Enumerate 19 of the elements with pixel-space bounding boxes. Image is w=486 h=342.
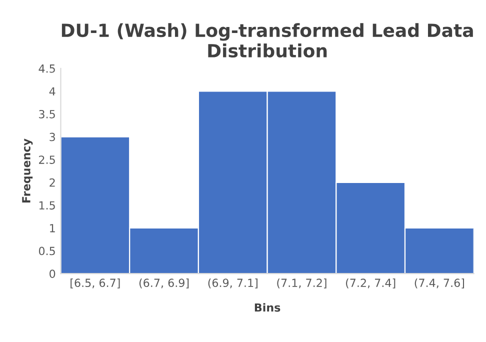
y-tick-label: 3 [50,132,55,142]
y-tick-label: 2 [50,178,55,187]
x-axis-title: Bins [254,303,280,312]
y-tick-label: 0.5 [38,246,55,256]
y-tick-label: 1 [50,224,55,232]
y-axis-title: Frequency [22,138,33,202]
x-tick-label: (7.2, 7.4] [346,278,396,288]
x-tick-label: (7.4, 7.6] [414,278,464,288]
y-tick-label: 0 [50,270,56,278]
chart-title: DU-1 (Wash) Log-transformed Lead Data Distribution [62,23,473,58]
x-tick-label: [6.5, 6.7] [70,278,120,288]
y-tick-label: 4 [49,87,56,96]
y-tick-label: 4.5 [38,64,55,73]
x-tick-label: (7.1, 7.2] [277,278,326,288]
y-tick-label: 2.5 [39,156,55,164]
x-tick-label: (6.9, 7.1] [208,278,258,288]
x-tick-label: (6.7, 6.9] [139,278,189,288]
y-tick-label: 1.5 [39,201,55,210]
y-tick-label: 3.5 [39,110,55,118]
